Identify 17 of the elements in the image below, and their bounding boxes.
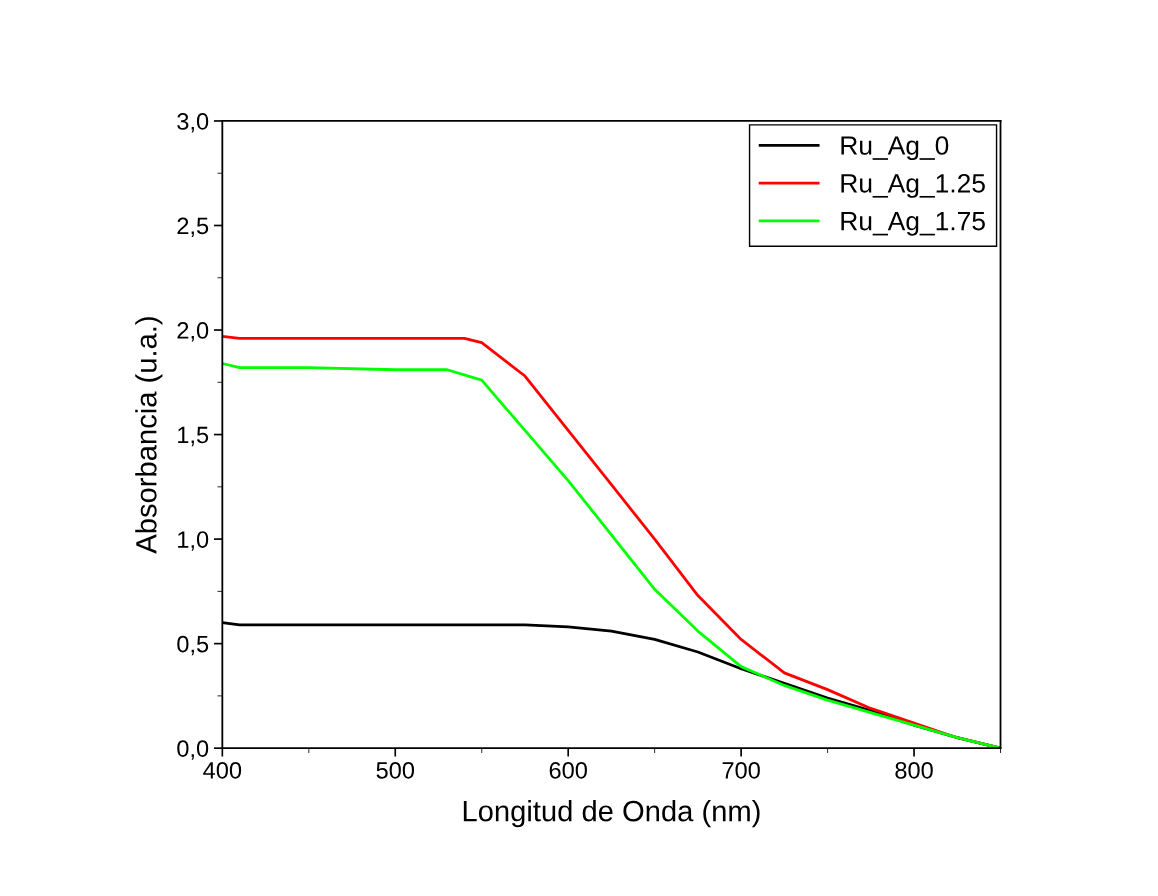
x-tick-label: 800 (895, 761, 933, 779)
x-tick-label: 600 (549, 761, 587, 779)
legend-label: Ru_Ag_0 (841, 136, 949, 161)
x-axis-title: Longitud de Onda (nm) (463, 800, 760, 828)
y-axis-title: Absorbancia (u.a.) (135, 317, 163, 554)
y-tick-label: 1,0 (178, 531, 209, 551)
legend-label: Ru_Ag_1.25 (841, 173, 985, 198)
y-tick-label: 2,5 (177, 217, 209, 238)
y-tick-label: 2,0 (177, 322, 209, 342)
y-tick-label: 0,0 (177, 740, 209, 760)
y-tick-label: 3,0 (177, 113, 209, 133)
x-tick-label: 500 (376, 761, 415, 779)
legend-label: Ru_Ag_1.75 (841, 212, 985, 236)
y-tick-label: 1,5 (178, 426, 209, 447)
x-tick-label: 700 (722, 761, 760, 779)
x-tick-label: 400 (203, 761, 242, 779)
y-tick-label: 0,5 (177, 635, 209, 656)
